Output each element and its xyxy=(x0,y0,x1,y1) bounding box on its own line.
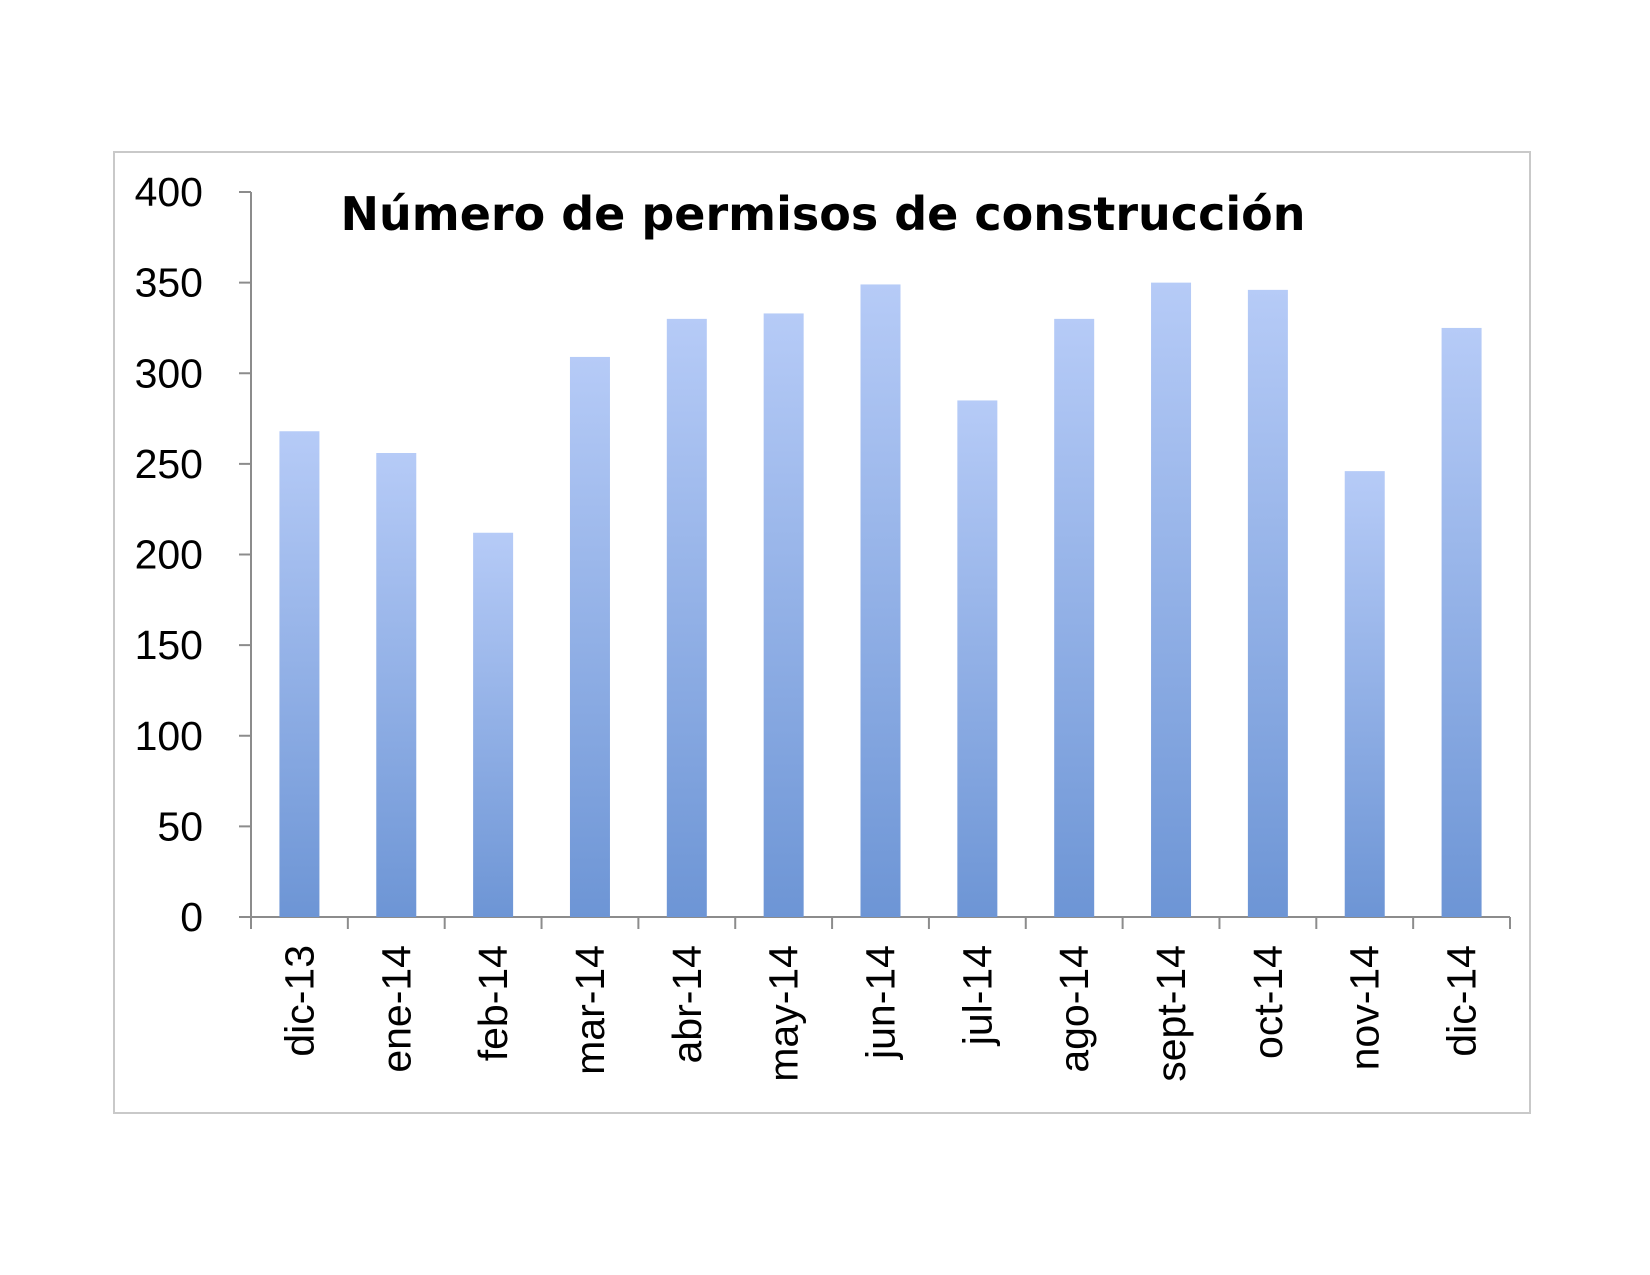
bar xyxy=(473,532,514,917)
x-tick-label: sept-14 xyxy=(1148,945,1194,1082)
x-tick-label: ago-14 xyxy=(1051,945,1097,1073)
bar xyxy=(569,356,610,917)
y-tick-label: 300 xyxy=(135,350,203,396)
x-tick-label: nov-14 xyxy=(1342,945,1388,1070)
chart-title: Número de permisos de construcción xyxy=(341,187,1306,241)
bar xyxy=(666,318,707,917)
x-tick-label: ene-14 xyxy=(373,945,419,1073)
x-tick-label: jun-14 xyxy=(858,945,904,1060)
y-tick-label: 400 xyxy=(135,169,203,215)
y-tick-label: 0 xyxy=(180,894,203,940)
y-tick-label: 150 xyxy=(135,622,203,668)
y-tick-label: 350 xyxy=(135,260,203,306)
bar xyxy=(1054,318,1095,917)
y-tick-label: 50 xyxy=(157,803,203,849)
chart-frame xyxy=(113,151,1531,1114)
bar xyxy=(1247,289,1288,917)
y-tick-label: 250 xyxy=(135,441,203,487)
bar xyxy=(763,313,804,917)
x-tick-label: oct-14 xyxy=(1245,945,1291,1059)
bar xyxy=(1151,282,1192,917)
x-tick-label: dic-13 xyxy=(276,945,322,1057)
bar xyxy=(1441,327,1482,917)
bar xyxy=(376,453,417,917)
x-tick-label: abr-14 xyxy=(664,945,710,1064)
x-tick-label: mar-14 xyxy=(567,945,613,1075)
bar xyxy=(957,400,998,917)
bar xyxy=(860,284,901,917)
bar xyxy=(279,431,320,917)
y-tick-label: 100 xyxy=(135,713,203,759)
x-tick-label: feb-14 xyxy=(470,945,516,1061)
x-tick-label: may-14 xyxy=(761,945,807,1082)
x-tick-label: jul-14 xyxy=(954,945,1000,1046)
x-tick-label: dic-14 xyxy=(1439,945,1485,1057)
y-tick-label: 200 xyxy=(135,532,203,578)
bar xyxy=(1344,471,1385,917)
